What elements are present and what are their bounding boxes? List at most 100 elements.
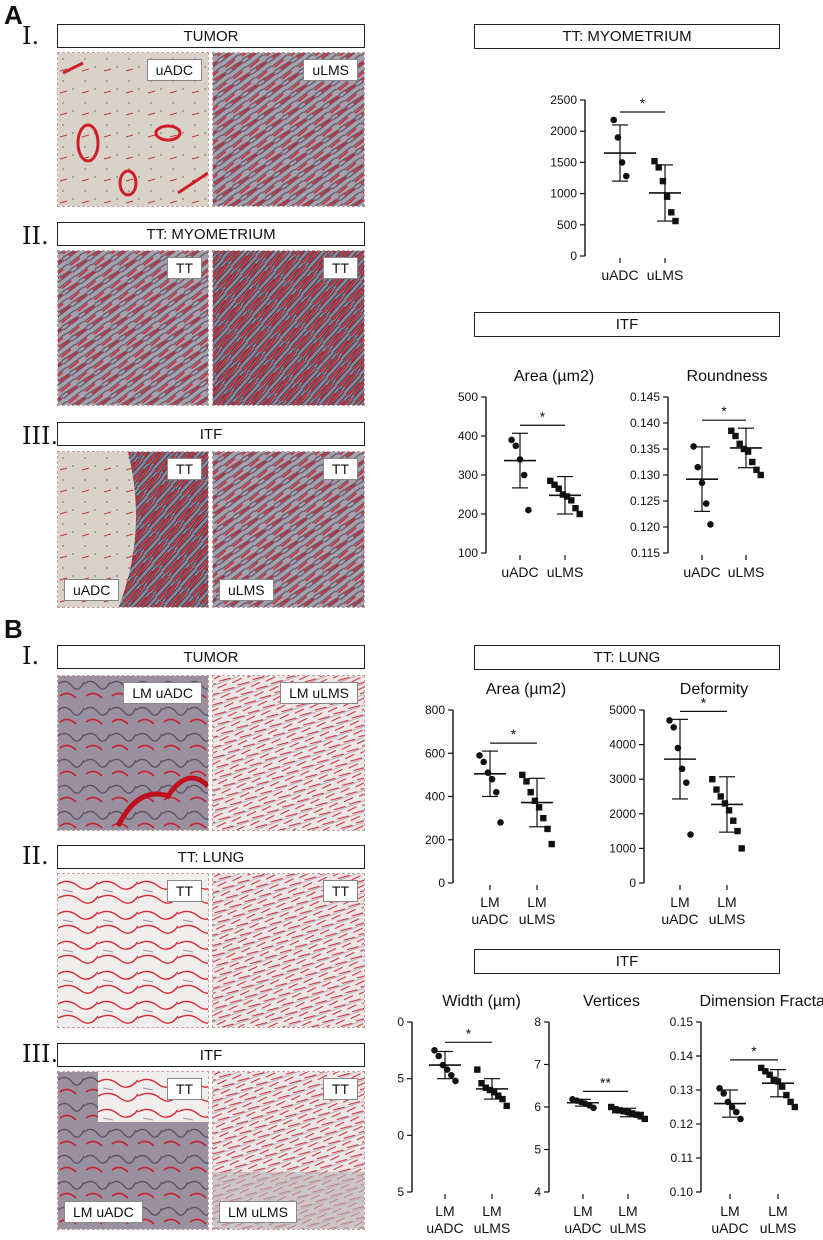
y-tick-label: 0.140 bbox=[630, 416, 660, 430]
plot-title: Area (µm2) bbox=[514, 368, 594, 385]
y-tick-label: 200 bbox=[425, 833, 445, 847]
data-point-square bbox=[503, 1102, 510, 1110]
y-tick-label: 0.120 bbox=[630, 520, 660, 534]
data-point-square bbox=[734, 827, 741, 835]
y-tick-label: 400 bbox=[425, 790, 445, 804]
y-tick-label: 100 bbox=[458, 546, 478, 560]
x-tick-label: uLMS bbox=[474, 1220, 511, 1235]
data-point-square bbox=[576, 510, 583, 518]
dot-plot-svg: Dimension Fractal 0.10 0.11 0.12 0.13 0.14 0.1… bbox=[670, 993, 823, 1236]
header-b-itf: ITF bbox=[474, 949, 780, 974]
data-point-square bbox=[725, 807, 733, 814]
data-point-square bbox=[544, 825, 551, 833]
panel-header-a1: TUMOR bbox=[57, 24, 365, 48]
micrograph-a3-right: TT uLMS bbox=[212, 451, 365, 608]
plot-b-itf-vertices: Vertices 4 5 6 7 8 LM uADC LM uLMS ** bbox=[530, 985, 670, 1236]
x-tick-label: uADC bbox=[601, 267, 638, 283]
data-point-circle bbox=[431, 1047, 438, 1054]
dot-plot-svg: Roundness 0.115 0.120 0.125 0.130 0.135 0.140 0… bbox=[630, 368, 768, 580]
row-label-a3: III. bbox=[22, 422, 59, 450]
data-point-square bbox=[608, 1103, 615, 1111]
dot-plot-svg: Area (µm2) 100 200 300 400 500 uADC uLMS * bbox=[458, 368, 594, 580]
dot-plot-svg: Deformity05001000150020002500uADCuLMS* bbox=[550, 71, 693, 283]
y-tick-label: 3000 bbox=[609, 772, 636, 786]
row-label-b3: III. bbox=[22, 1040, 59, 1068]
row-label-a2: II. bbox=[22, 222, 49, 250]
y-tick-label: 20 bbox=[397, 1015, 404, 1029]
y-tick-label: 0 bbox=[438, 876, 445, 890]
x-tick-label: LM bbox=[717, 894, 736, 910]
data-point-square bbox=[568, 497, 575, 504]
x-tick-label: LM bbox=[435, 1203, 454, 1219]
data-point-circle bbox=[690, 443, 697, 450]
data-point-square bbox=[535, 804, 543, 811]
y-tick-label: 10 bbox=[397, 1128, 404, 1142]
x-tick-label: uLMS bbox=[547, 564, 584, 580]
tag-tt: TT bbox=[166, 880, 202, 902]
plot-title: Dimension Fractal bbox=[700, 993, 823, 1010]
x-tick-label: uADC bbox=[564, 1220, 601, 1235]
x-tick-label: LM bbox=[480, 894, 499, 910]
y-tick-label: 0.125 bbox=[630, 494, 660, 508]
data-point-square bbox=[616, 1107, 623, 1114]
y-tick-label: 0.115 bbox=[631, 546, 660, 560]
y-tick-label: 5 bbox=[397, 1185, 404, 1199]
data-point-square bbox=[740, 445, 748, 453]
data-point-square bbox=[730, 817, 737, 824]
significance-label: * bbox=[511, 726, 517, 742]
data-point-circle bbox=[476, 752, 483, 759]
y-tick-label: 1000 bbox=[609, 841, 636, 855]
x-tick-label: uADC bbox=[683, 564, 720, 580]
data-point-square bbox=[527, 788, 534, 796]
x-tick-label: uLMS bbox=[709, 911, 746, 927]
significance-label: ** bbox=[600, 1074, 611, 1090]
y-tick-label: 0.12 bbox=[670, 1117, 694, 1131]
micrograph-b3-left: TT LM uADC bbox=[57, 1071, 209, 1230]
y-tick-label: 6 bbox=[534, 1100, 541, 1114]
data-point-square bbox=[713, 786, 720, 793]
plot-b-itf-width: Width (µm)5101520LMuADCLMuLMS* bbox=[391, 985, 547, 1236]
tag-tt: TT bbox=[322, 257, 358, 279]
plot-title: Roundness bbox=[687, 368, 768, 385]
data-point-square bbox=[721, 800, 729, 807]
data-point-square bbox=[633, 1111, 640, 1118]
tag-tt: TT bbox=[322, 880, 358, 902]
row-label-b1: I. bbox=[22, 642, 40, 670]
y-tick-label: 0.13 bbox=[670, 1083, 694, 1097]
data-point-square bbox=[499, 1095, 506, 1103]
y-tick-label: 400 bbox=[458, 429, 478, 443]
plot-a-itf-roundness: Roundness 0.115 0.120 0.125 0.130 0.135 0.140 0… bbox=[612, 355, 782, 595]
data-point-square bbox=[663, 193, 671, 200]
y-tick-label: 2500 bbox=[550, 93, 577, 107]
tag-tt: TT bbox=[166, 1078, 202, 1100]
data-point-square bbox=[490, 1089, 498, 1096]
x-tick-label: uADC bbox=[501, 564, 538, 580]
y-tick-label: 800 bbox=[425, 703, 445, 717]
plot-title: Vertices bbox=[583, 993, 640, 1010]
y-tick-label: 0.10 bbox=[670, 1185, 694, 1199]
plot-title: Deformity bbox=[680, 681, 748, 698]
data-point-square bbox=[655, 164, 662, 171]
data-point-circle bbox=[480, 758, 487, 766]
tag-lm-uadc: LM uADC bbox=[64, 1201, 143, 1223]
tag-lm-ulms: LM uLMS bbox=[280, 682, 358, 704]
data-point-square bbox=[770, 1076, 777, 1083]
x-tick-label: LM bbox=[768, 1203, 787, 1219]
data-point-square bbox=[612, 1105, 619, 1113]
data-point-circle bbox=[666, 717, 673, 724]
plot-b-lung-deformity: Deformity 0 1000 2000 3000 4000 5000 LM uADC LM uL… bbox=[600, 680, 780, 935]
y-tick-label: 600 bbox=[425, 746, 445, 760]
data-point-circle bbox=[720, 1090, 727, 1097]
y-tick-label: 0.130 bbox=[630, 468, 660, 482]
data-point-square bbox=[717, 793, 724, 800]
data-point-square bbox=[783, 1091, 790, 1099]
data-point-square bbox=[738, 845, 745, 852]
x-tick-label: uLMS bbox=[760, 1220, 797, 1235]
panel-header-b1: TUMOR bbox=[57, 645, 365, 669]
header-a-myometrium: TT: MYOMETRIUM bbox=[474, 24, 780, 49]
plot-a-itf-area: Area (µm2) 100 200 300 400 500 uADC uLMS * bbox=[448, 355, 618, 595]
header-b-lung: TT: LUNG bbox=[474, 645, 780, 670]
tag-tt: TT bbox=[322, 1078, 358, 1100]
y-tick-label: 300 bbox=[458, 468, 478, 482]
micrograph-a1-ulms: uLMS bbox=[212, 52, 365, 207]
